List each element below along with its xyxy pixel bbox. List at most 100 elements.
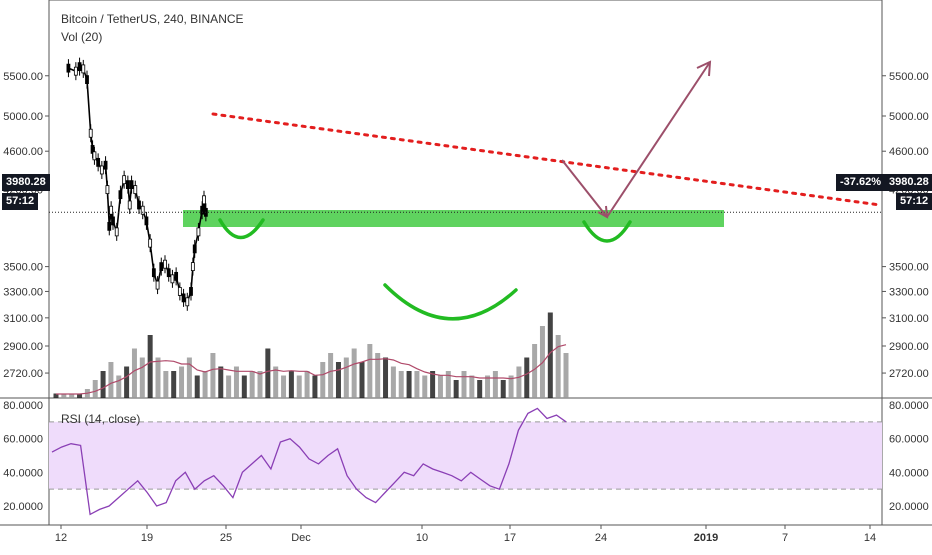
candle-body: [192, 244, 197, 254]
volume-bar: [233, 366, 239, 398]
volume-bar: [524, 357, 530, 398]
volume-bar: [296, 375, 302, 398]
left-shoulder-arc: [218, 218, 265, 240]
volume-bar: [186, 357, 192, 398]
candle-body: [127, 200, 132, 210]
rsi-line: [51, 407, 567, 516]
rsi-tick-label-right: 80.0000: [889, 400, 929, 412]
rsi-tick-label-right: 20.0000: [889, 501, 929, 513]
volume-bar: [563, 353, 569, 398]
volume-bar: [335, 362, 341, 398]
candle-body: [155, 280, 160, 290]
time-tick-label: 10: [416, 532, 428, 544]
projection-arrowhead-up: [696, 60, 712, 77]
price-tick-label-right: 4600.00: [889, 146, 929, 158]
volume-bar: [273, 366, 279, 398]
price-tick-label-right: 3100.00: [889, 313, 929, 325]
rsi-tick-label-left: 60.0000: [3, 434, 43, 446]
volume-bar: [320, 362, 326, 398]
candle-body: [96, 157, 101, 167]
price-tick-label-right: 2900.00: [889, 341, 929, 353]
volume-bar: [351, 348, 357, 398]
volume-bar: [77, 393, 83, 398]
candle-body: [99, 165, 104, 175]
volume-bar: [485, 375, 491, 398]
rsi-tick-label-left: 80.0000: [3, 400, 43, 412]
volume-bar: [547, 312, 553, 398]
candle-body: [118, 190, 123, 200]
time-tick-label: 7: [782, 532, 788, 544]
price-tag-left: 3980.28: [2, 174, 50, 191]
price-tick-label-left: 3100.00: [3, 313, 43, 325]
volume-bar: [116, 375, 122, 398]
support-zone: [183, 210, 724, 227]
candle-body: [137, 200, 141, 210]
volume-bar: [194, 375, 200, 398]
volume-bar: [422, 375, 428, 398]
time-tick-label: 12: [55, 532, 67, 544]
candle-body: [185, 297, 190, 307]
price-tag-right: 3980.28: [885, 174, 932, 191]
price-tick-label-right: 3500.00: [889, 262, 929, 274]
candle-body: [114, 227, 119, 237]
rsi-tick-label-right: 60.0000: [889, 434, 929, 446]
chart-title: Bitcoin / TetherUS, 240, BINANCE: [61, 12, 244, 26]
price-tick-label-right: 2720.00: [889, 368, 929, 380]
volume-bar: [163, 371, 169, 398]
candle-body: [159, 262, 164, 271]
volume-bar: [249, 371, 255, 398]
volume-bar: [375, 353, 381, 398]
candle-body: [85, 75, 89, 85]
head-arc: [383, 283, 518, 321]
volume-bar: [453, 380, 459, 398]
volume-bar: [461, 371, 467, 398]
candle-body: [73, 66, 78, 76]
volume-bar: [343, 357, 349, 398]
candle-body: [200, 205, 205, 215]
volume-bar: [398, 371, 404, 398]
volume-bar: [555, 335, 561, 398]
volume-bar: [288, 371, 294, 398]
volume-bar: [445, 371, 451, 398]
volume-bar: [155, 357, 161, 398]
candle-body: [107, 221, 112, 231]
candle-body: [190, 262, 195, 271]
projection-arrow-up: [606, 61, 711, 218]
candle-body: [92, 151, 97, 161]
volume-bar: [131, 348, 137, 398]
volume-bar: [124, 366, 130, 398]
volume-bar: [414, 371, 420, 398]
volume-bar: [147, 335, 153, 398]
volume-bar: [359, 362, 365, 398]
price-tick-label-right: 5000.00: [889, 111, 929, 123]
volume-bar: [257, 371, 263, 398]
candle-body: [129, 180, 134, 190]
candle-body: [163, 259, 167, 269]
candle-body: [140, 205, 145, 215]
candle-body: [77, 62, 82, 72]
candle-body: [88, 128, 93, 138]
descending-trendline: [211, 112, 882, 207]
volume-bar: [61, 393, 67, 398]
volume-bar: [100, 371, 106, 398]
volume-bar: [210, 353, 216, 398]
volume-bar: [171, 371, 177, 398]
rsi-tick-label-right: 40.0000: [889, 467, 929, 479]
candle-body: [170, 274, 175, 284]
rsi-tick-label-left: 40.0000: [3, 467, 43, 479]
right-shoulder-arc: [582, 220, 632, 243]
volume-bar: [218, 366, 224, 398]
volume-bar: [92, 380, 98, 398]
rsi-tick-label-left: 20.0000: [3, 501, 43, 513]
time-tick-label: 19: [141, 532, 153, 544]
candle-body: [105, 185, 110, 195]
projection-arrow-down: [561, 159, 608, 218]
volume-ma-line: [56, 344, 567, 395]
volume-bar: [226, 375, 232, 398]
volume-bar: [265, 348, 271, 398]
price-line: [68, 65, 207, 303]
candle-body: [66, 63, 71, 73]
candle-body: [177, 287, 182, 296]
candle-body: [133, 185, 138, 195]
